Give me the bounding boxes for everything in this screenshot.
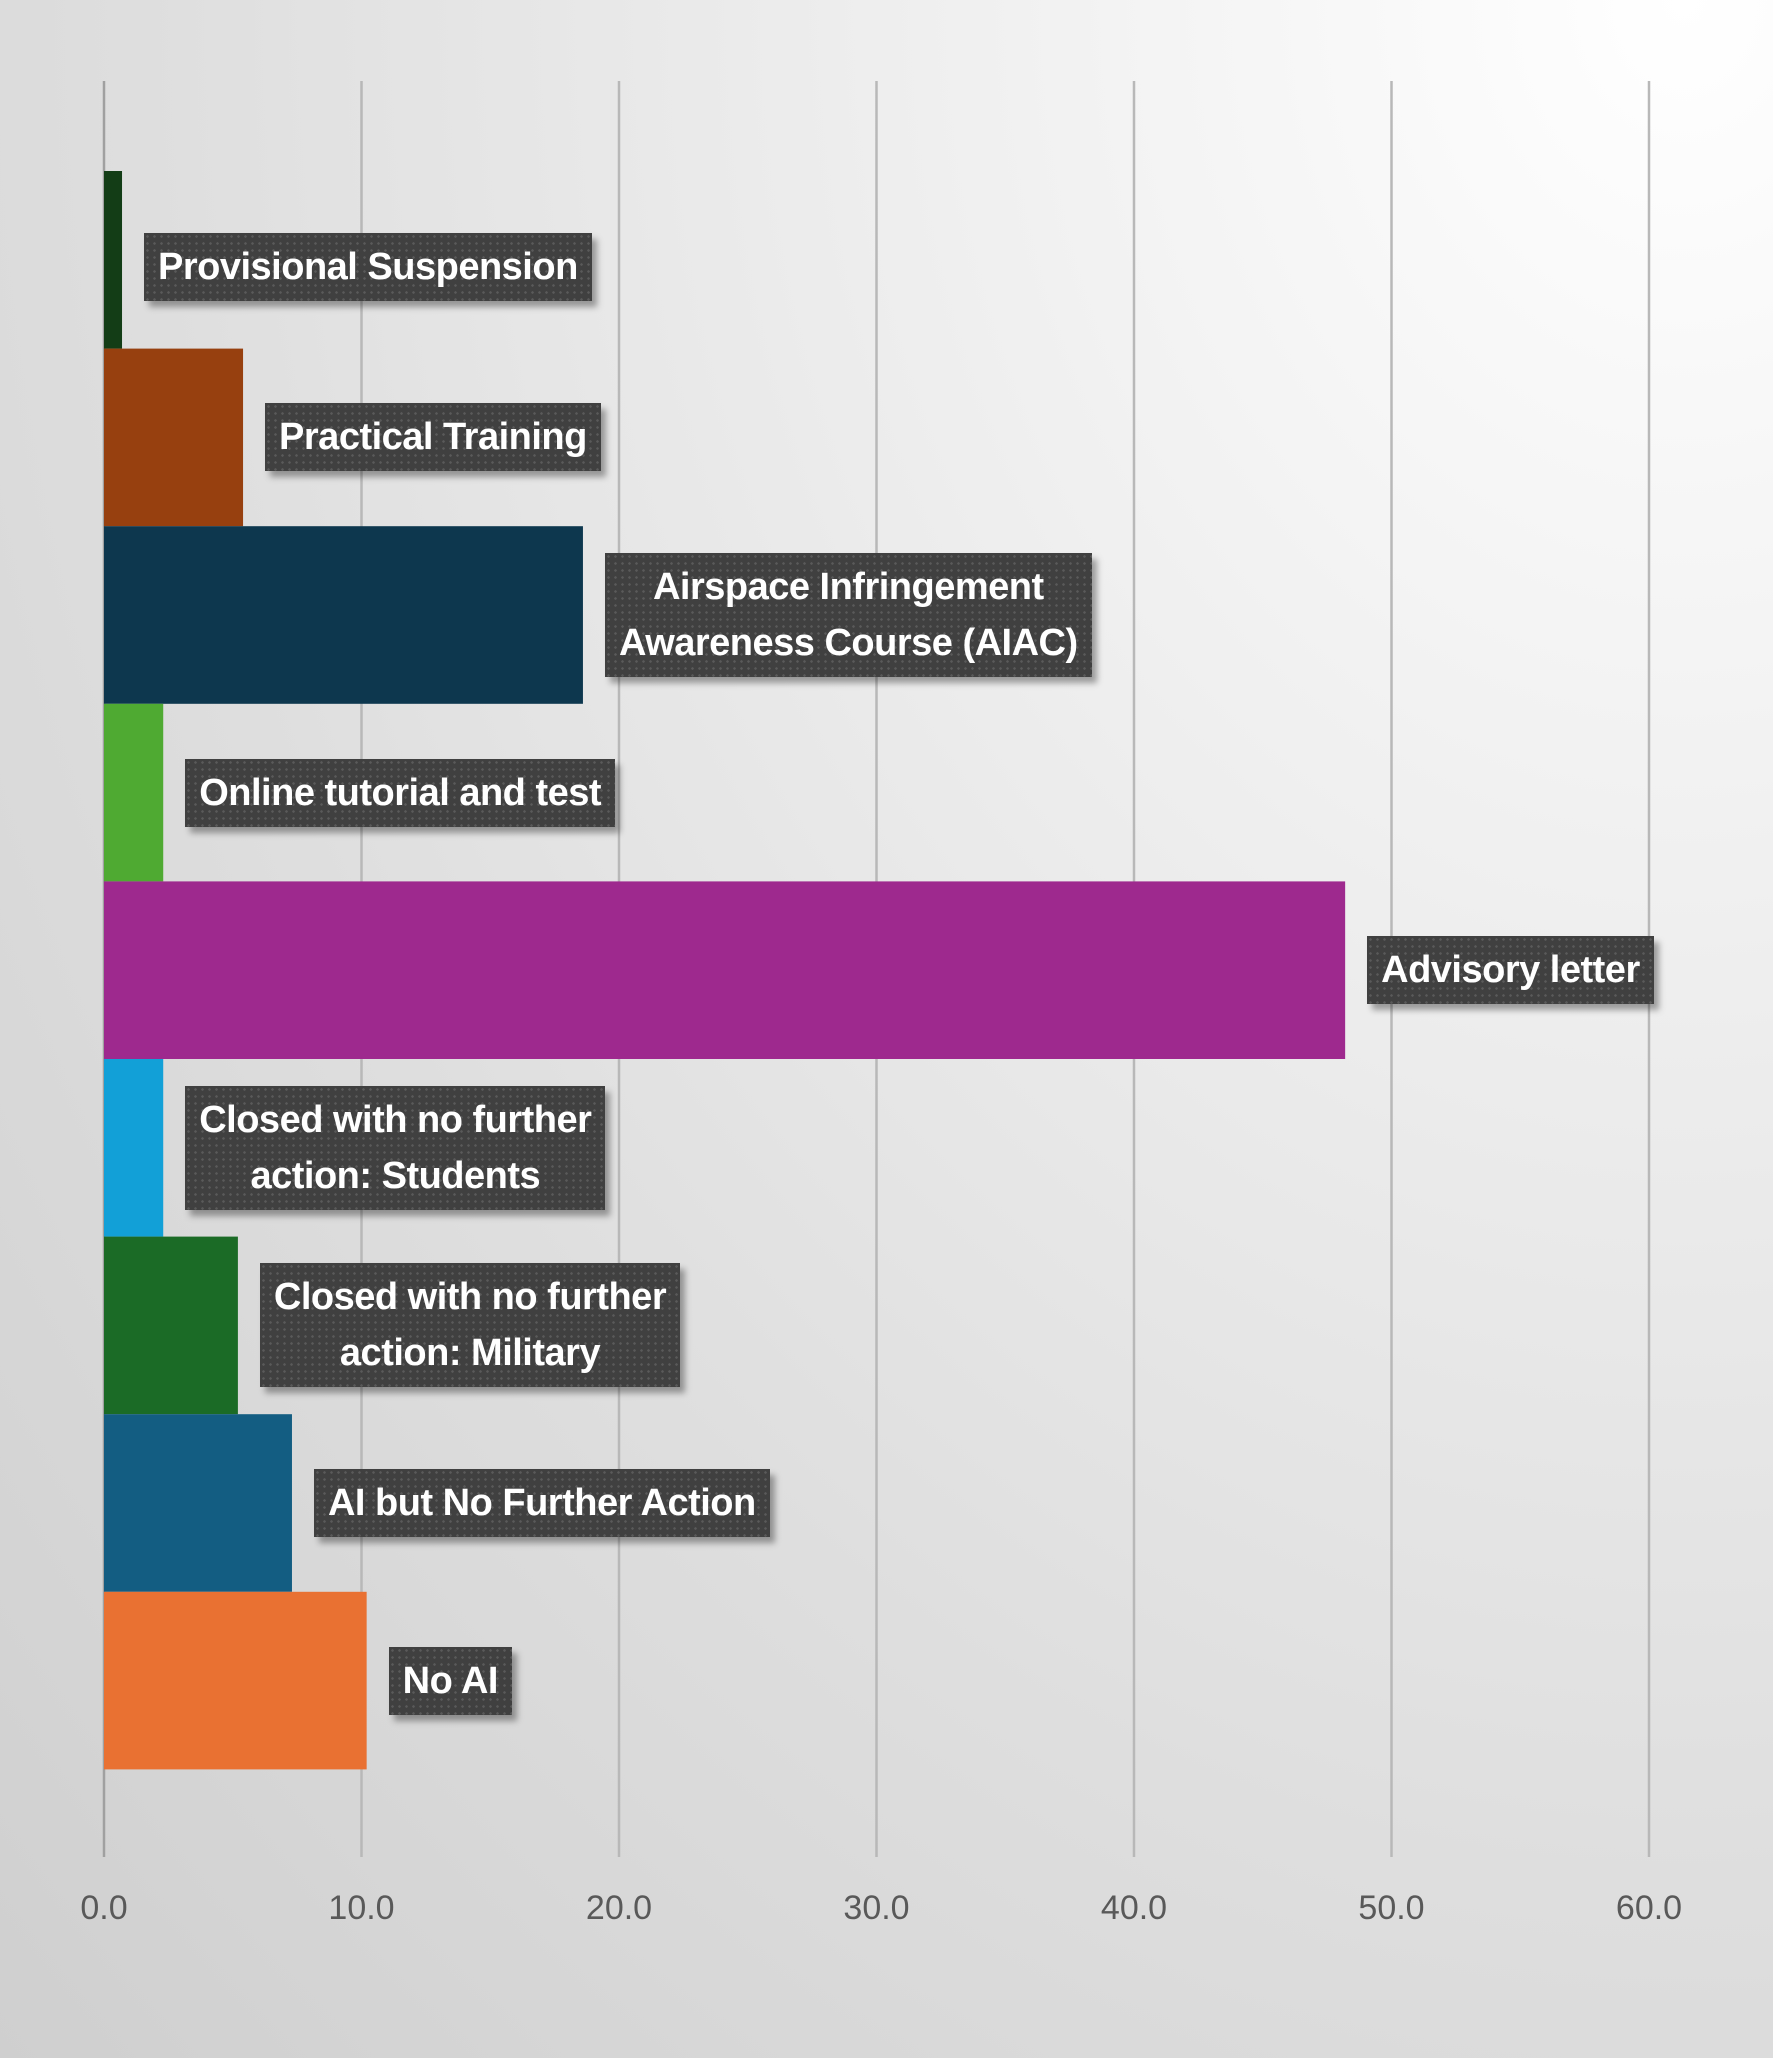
bar [104,1236,238,1415]
x-tick-label: 30.0 [843,1889,910,1927]
bar [104,171,123,349]
data-label: Airspace Infringement Awareness Course (… [604,553,1092,677]
bar [104,1059,164,1237]
x-tick-label: 0.0 [80,1889,128,1927]
x-tick-label: 50.0 [1358,1889,1425,1927]
x-tick-label: 10.0 [328,1889,395,1927]
bar [104,1414,292,1592]
x-tick-label: 20.0 [585,1889,653,1927]
bar [104,881,1346,1059]
x-tick-label: 60.0 [1615,1889,1683,1927]
data-label: No AI [388,1646,512,1715]
bar [104,526,583,704]
bar [104,703,164,882]
data-label: Closed with no further action: Students [185,1085,606,1210]
data-label: Provisional Suspension [144,232,592,301]
data-label: Online tutorial and test [185,758,616,827]
data-label: Advisory letter [1367,936,1654,1005]
data-label: Closed with no further action: Military [259,1263,681,1388]
x-tick-label: 40.0 [1100,1889,1168,1927]
bar [104,348,244,527]
data-label: AI but No Further Action [313,1469,770,1537]
bar [104,1591,367,1770]
data-label: Practical Training [265,403,601,472]
